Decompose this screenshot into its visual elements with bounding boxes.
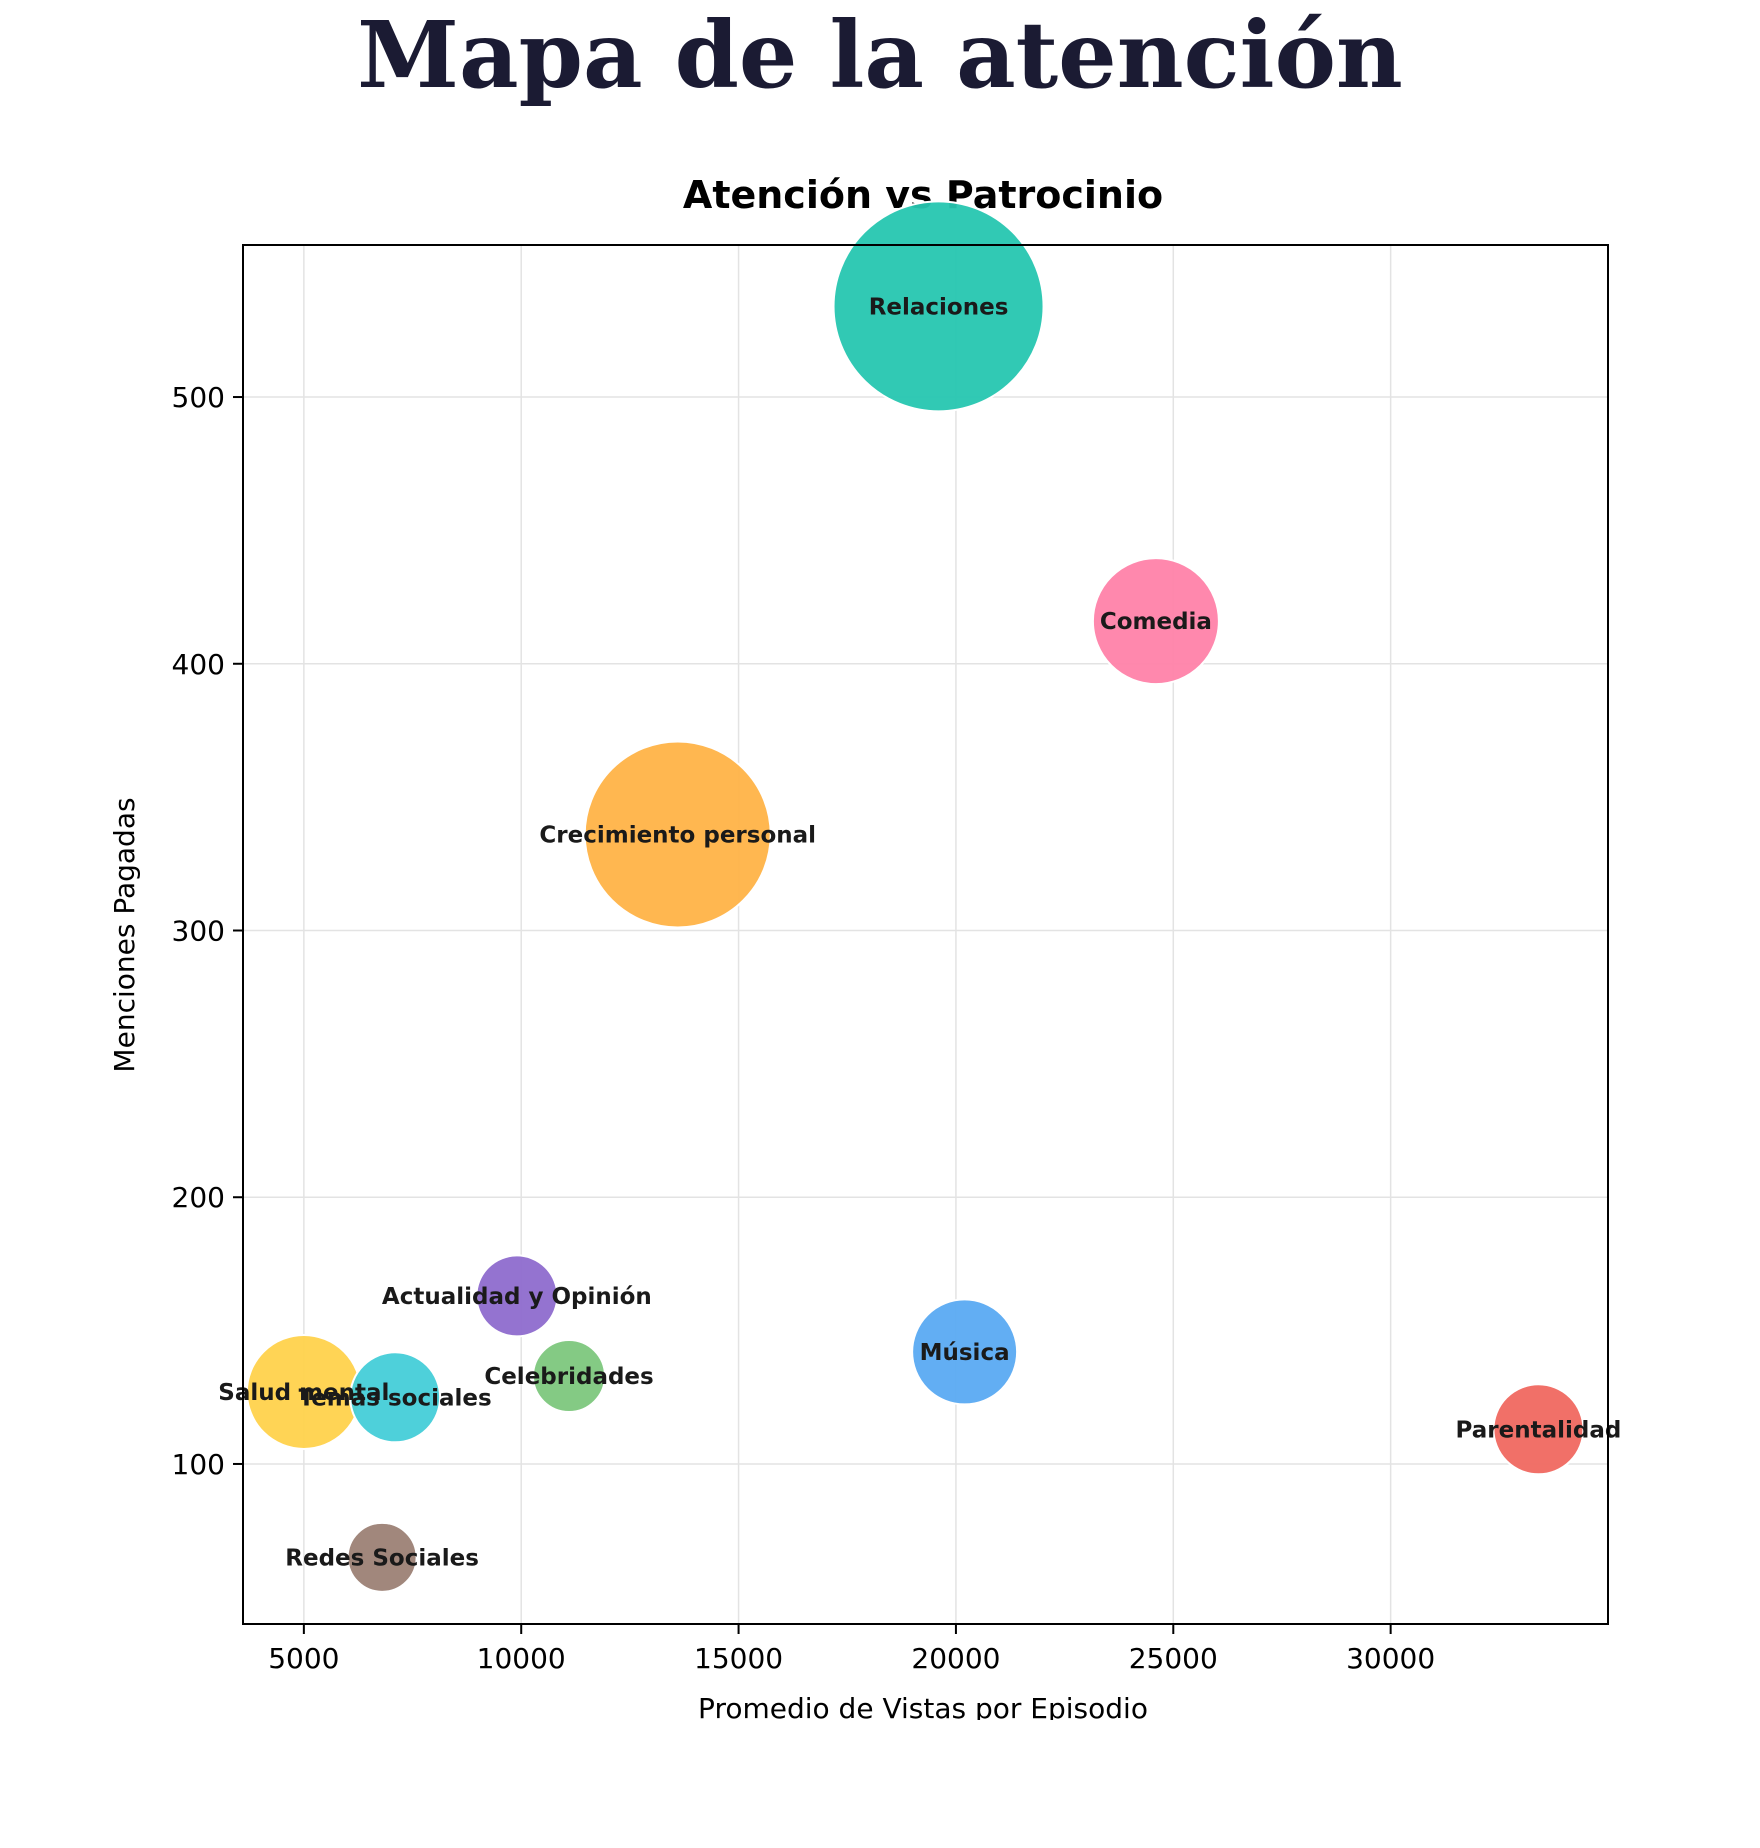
y-tick-label: 300 <box>172 914 225 947</box>
bubble <box>346 1521 418 1593</box>
bubble-label: Celebridades <box>484 1364 653 1390</box>
x-tick-label: 20000 <box>911 1642 1000 1675</box>
bubble-label: Salud mental <box>218 1380 389 1406</box>
bubble <box>832 200 1045 413</box>
x-tick-label: 10000 <box>477 1642 566 1675</box>
x-axis-label: Promedio de Vistas por Episodio <box>698 1692 1148 1720</box>
bubble-label: Crecimiento personal <box>539 822 816 848</box>
page-title: Mapa de la atención <box>357 1 1403 109</box>
bubble-label: Parentalidad <box>1456 1417 1622 1443</box>
y-tick-label: 500 <box>172 381 225 414</box>
bubble <box>1091 557 1220 686</box>
x-tick-label: 15000 <box>694 1642 783 1675</box>
bubble <box>475 1254 559 1338</box>
bubble-label: Actualidad y Opinión <box>382 1284 652 1310</box>
bubble <box>1492 1383 1585 1476</box>
axis-ticks: 5000 10000 15000 20000 25000 30000 100 200 300 40… <box>172 381 1436 1675</box>
bubble-label: Redes Sociales <box>285 1545 479 1571</box>
x-tick-label: 25000 <box>1129 1642 1218 1675</box>
x-tick-label: 30000 <box>1346 1642 1435 1675</box>
grid-lines <box>243 245 1608 1624</box>
bubble <box>583 740 772 929</box>
bubble-labels: Relaciones Comedia Crecimiento personal Act… <box>218 294 1621 1571</box>
bubble-label: Temas sociales <box>299 1385 492 1411</box>
y-tick-label: 200 <box>172 1181 225 1214</box>
bubble-label: Comedia <box>1100 609 1212 635</box>
plot-frame <box>242 244 1609 1625</box>
bubble <box>532 1338 607 1413</box>
y-tick-label: 100 <box>172 1448 225 1481</box>
y-tick-label: 400 <box>172 648 225 681</box>
bubble <box>911 1298 1019 1406</box>
bubbles <box>245 200 1585 1593</box>
chart-container: Atención vs Patrocinio Relaciones Comedia… <box>0 160 1760 1725</box>
bubble-label: Música <box>920 1340 1010 1366</box>
y-axis-label: Menciones Pagadas <box>108 797 141 1072</box>
bubble <box>349 1351 442 1444</box>
bubble-chart: Atención vs Patrocinio RelacionesComedia… <box>108 173 1621 1725</box>
x-tick-label: 5000 <box>268 1642 339 1675</box>
bubble-label: Relaciones <box>869 294 1009 320</box>
